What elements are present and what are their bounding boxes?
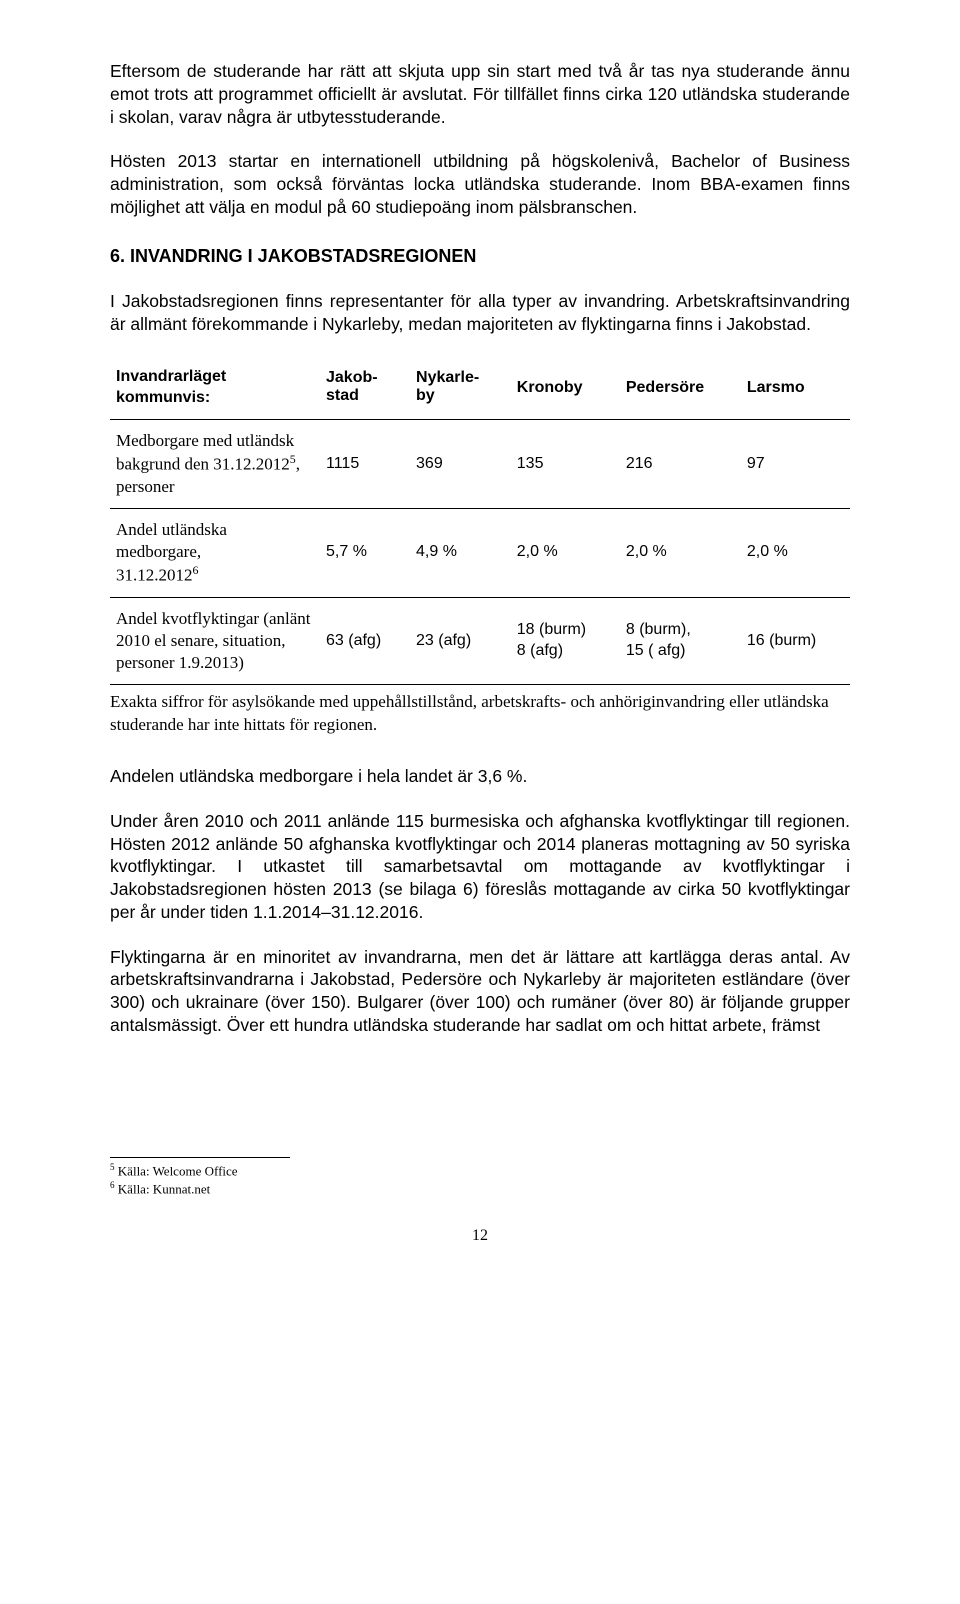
col-kronoby: Kronoby: [511, 357, 620, 419]
row-label: Andel utländska medborgare,31.12.20126: [110, 508, 320, 597]
table-cell: 135: [511, 419, 620, 508]
col-pedersore: Pedersöre: [620, 357, 741, 419]
table-cell: 16 (burm): [741, 597, 850, 684]
footnote-5: 5 Källa: Welcome Office: [110, 1161, 850, 1180]
table-cell: 8 (burm),15 ( afg): [620, 597, 741, 684]
table-cell: 1115: [320, 419, 410, 508]
table-cell: 216: [620, 419, 741, 508]
table-row: Andel utländska medborgare,31.12.201265,…: [110, 508, 850, 597]
col-larsmo: Larsmo: [741, 357, 850, 419]
page-number: 12: [110, 1226, 850, 1247]
immigration-table: Invandrarläget kommunvis: Jakob-stad Nyk…: [110, 357, 850, 685]
table-cell: 2,0 %: [620, 508, 741, 597]
table-cell: 369: [410, 419, 511, 508]
table-row: Andel kvotflyktingar (anlänt2010 el sena…: [110, 597, 850, 684]
table-cell: 2,0 %: [741, 508, 850, 597]
table-header-label: Invandrarläget kommunvis:: [110, 357, 320, 419]
table-note: Exakta siffror för asylsökande med uppeh…: [110, 691, 850, 737]
footnote-6: 6 Källa: Kunnat.net: [110, 1179, 850, 1198]
paragraph-2: Hösten 2013 startar en internationell ut…: [110, 150, 850, 218]
table-cell: 18 (burm)8 (afg): [511, 597, 620, 684]
table-cell: 2,0 %: [511, 508, 620, 597]
col-jakobstad: Jakob-stad: [320, 357, 410, 419]
table-cell: 4,9 %: [410, 508, 511, 597]
table-cell: 63 (afg): [320, 597, 410, 684]
paragraph-6: Flyktingarna är en minoritet av invandra…: [110, 946, 850, 1037]
table-cell: 5,7 %: [320, 508, 410, 597]
col-nykarleby: Nykarle-by: [410, 357, 511, 419]
row-label: Medborgare med utländskbakgrund den 31.1…: [110, 419, 320, 508]
table-cell: 97: [741, 419, 850, 508]
paragraph-5: Under åren 2010 och 2011 anlände 115 bur…: [110, 810, 850, 924]
table-body: Medborgare med utländskbakgrund den 31.1…: [110, 419, 850, 684]
table-row: Medborgare med utländskbakgrund den 31.1…: [110, 419, 850, 508]
footnotes: 5 Källa: Welcome Office 6 Källa: Kunnat.…: [110, 1157, 850, 1199]
table-cell: 23 (afg): [410, 597, 511, 684]
paragraph-4: Andelen utländska medborgare i hela land…: [110, 765, 850, 788]
section-heading: 6. INVANDRING I JAKOBSTADSREGIONEN: [110, 245, 850, 268]
paragraph-3: I Jakobstadsregionen finns representante…: [110, 290, 850, 336]
row-label: Andel kvotflyktingar (anlänt2010 el sena…: [110, 597, 320, 684]
paragraph-1: Eftersom de studerande har rätt att skju…: [110, 60, 850, 128]
footnote-rule: [110, 1157, 290, 1158]
table-header-row: Invandrarläget kommunvis: Jakob-stad Nyk…: [110, 357, 850, 419]
